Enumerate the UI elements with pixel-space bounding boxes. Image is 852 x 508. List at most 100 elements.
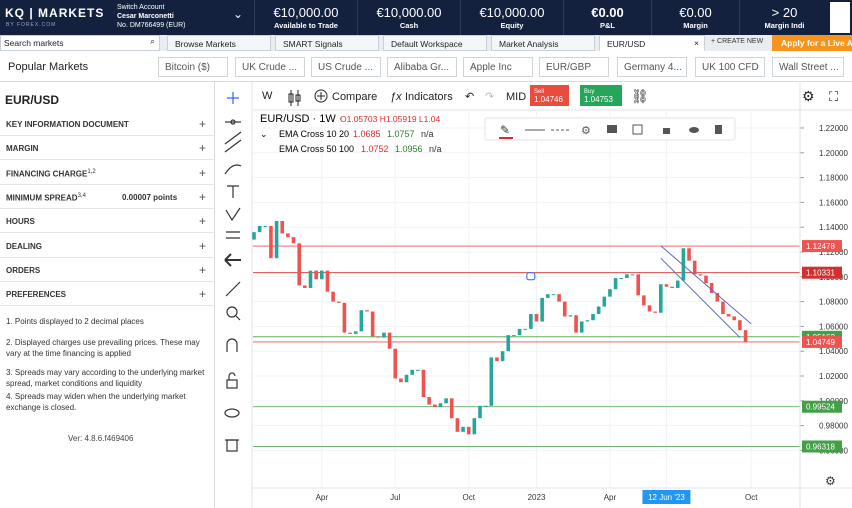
y-tick-label: 1.20000 [819, 149, 848, 158]
market-chip[interactable]: UK 100 CFD [695, 57, 765, 77]
section[interactable]: FINANCING CHARGE1,2 + [0, 161, 214, 185]
section-label: MINIMUM SPREAD [6, 193, 78, 203]
section[interactable]: ORDERS + [0, 258, 214, 282]
candle [269, 225, 273, 259]
drawing-tools [224, 92, 242, 452]
candle [529, 314, 533, 329]
section[interactable]: MINIMUM SPREAD3,4 0.00007 points + [0, 185, 214, 209]
tab[interactable]: EUR/USD × [599, 35, 705, 51]
price-level-tag [802, 400, 842, 413]
candle [659, 284, 663, 313]
stat: €0.00 P&L [563, 0, 651, 35]
candle [579, 321, 584, 333]
candle [359, 310, 364, 332]
note: 2. Displayed charges use prevailing pric… [6, 338, 200, 358]
price-type[interactable]: MID [506, 91, 526, 103]
candle [698, 274, 703, 276]
y-tick-label: 1.22000 [819, 124, 848, 133]
chart-type[interactable] [288, 90, 301, 106]
axis-settings[interactable]: ⚙ [825, 474, 836, 488]
market-chip[interactable]: EUR/GBP [539, 57, 609, 77]
y-tick-label: 1.16000 [819, 198, 848, 207]
section[interactable]: DEALING + [0, 234, 214, 258]
candle [647, 305, 652, 312]
link-icon[interactable]: ⛓ [631, 88, 649, 104]
y-tick-label: 1.02000 [819, 372, 848, 381]
candle [721, 301, 725, 315]
market-chip[interactable]: Alibaba Gr... [387, 57, 457, 77]
account[interactable]: Switch Account Cesar Marconetti No. DM76… [117, 3, 185, 30]
sell-button[interactable] [530, 85, 569, 106]
section[interactable]: HOURS + [0, 209, 214, 234]
stat-label: P&L [600, 21, 615, 30]
study-value: n/a [429, 144, 442, 154]
buy-label: Buy [584, 89, 594, 95]
market-chip[interactable]: Bitcoin ($) [158, 57, 228, 77]
stat-label: Margin Indi [764, 21, 805, 30]
price-level-tag [802, 440, 842, 453]
apply-button[interactable]: Apply for a Live A [772, 35, 852, 51]
side-panel: EUR/USD Ver: 4.8.6.f469406 KEY INFORMATI… [0, 82, 215, 508]
stat-label: Equity [500, 21, 524, 30]
market-chip[interactable]: Apple Inc [463, 57, 533, 77]
tab[interactable]: Browse Markets [167, 35, 271, 51]
candle [433, 404, 437, 408]
market-chip[interactable]: Wall Street ... [772, 57, 844, 77]
candle [297, 243, 301, 286]
candle [472, 418, 477, 435]
candle [602, 296, 607, 307]
price-level-tag [802, 266, 842, 279]
candle [636, 274, 640, 296]
note: 4. Spreads may widen when the underlying… [6, 392, 186, 412]
sell-label: Sell [534, 89, 544, 95]
candle [444, 398, 448, 404]
candle [591, 314, 595, 321]
candle [551, 294, 556, 296]
tab[interactable]: Default Workspace [383, 35, 487, 51]
undo[interactable]: ↶ [465, 91, 474, 103]
x-tick-label: Jul [390, 493, 400, 502]
candle [546, 294, 550, 298]
candle [416, 369, 420, 371]
redo[interactable]: ↷ [485, 91, 494, 103]
section[interactable]: PREFERENCES + [0, 282, 214, 307]
section-label: DEALING [6, 241, 42, 251]
market-chip[interactable]: UK Crude ... [235, 57, 305, 77]
stat-value: €10,000.00 [273, 5, 339, 20]
section[interactable]: MARGIN + [0, 136, 214, 161]
section-label: MARGIN [6, 144, 39, 154]
candle [461, 426, 465, 432]
section-plus: + [198, 214, 206, 229]
legend-toggle[interactable]: ⌄ [260, 129, 268, 139]
x-tick-label: Oct [745, 493, 758, 502]
chevron[interactable]: ⌄ [233, 7, 244, 21]
tab-bar: Search markets ⌕ + CREATE NEW Apply for a… [0, 35, 852, 51]
buy-button[interactable] [580, 85, 622, 106]
candle [353, 331, 358, 334]
market-chip[interactable]: Germany 4... [617, 57, 687, 77]
compare[interactable]: Compare [332, 91, 377, 103]
market-chip[interactable]: US Crude ... [311, 57, 381, 77]
study-name: EMA Cross 50 100 [279, 144, 354, 154]
tab-close[interactable]: × [694, 38, 699, 48]
top-bar: KQ | MARKETS BY FOREX.COM Switch Account… [0, 0, 852, 35]
candle [585, 320, 590, 322]
switch-account[interactable]: Switch Account [117, 4, 165, 11]
candle [681, 248, 686, 281]
candle [314, 270, 318, 280]
settings-icon[interactable]: ⚙ [802, 88, 815, 104]
section[interactable]: KEY INFORMATION DOCUMENT + [0, 112, 214, 136]
search-box[interactable]: Search markets ⌕ [0, 35, 160, 51]
create-new[interactable]: + CREATE NEW [711, 38, 764, 45]
tab[interactable]: Market Analysis [491, 35, 595, 51]
y-tick-label: 1.06000 [819, 322, 848, 331]
indicators[interactable]: Indicators [405, 91, 453, 103]
fullscreen-icon[interactable]: ⛶ [828, 89, 839, 104]
study-value: 1.0685 [353, 129, 381, 139]
candle [568, 315, 573, 317]
candle [348, 332, 352, 334]
stat-label: Available to Trade [274, 21, 338, 30]
candle [308, 270, 313, 288]
interval[interactable]: W [262, 90, 273, 102]
tab[interactable]: SMART Signals [275, 35, 379, 51]
